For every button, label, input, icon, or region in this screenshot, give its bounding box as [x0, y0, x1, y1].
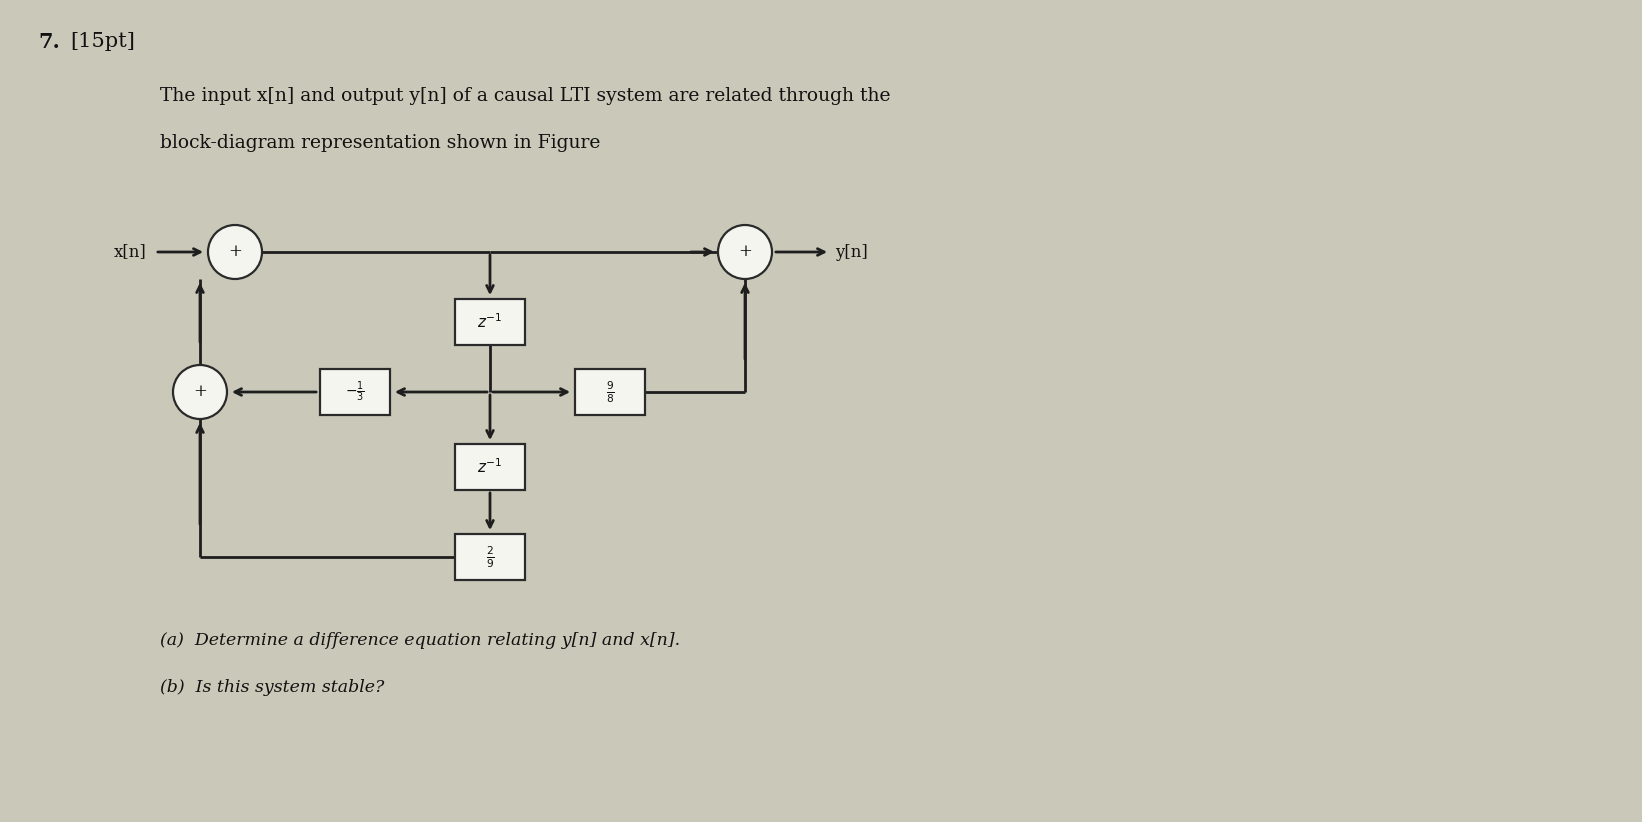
Text: y[n]: y[n] — [836, 243, 867, 261]
Text: +: + — [737, 242, 752, 260]
Text: [15pt]: [15pt] — [71, 32, 135, 51]
FancyBboxPatch shape — [455, 444, 525, 490]
Text: 7.: 7. — [38, 32, 59, 52]
FancyBboxPatch shape — [575, 369, 645, 415]
Text: block-diagram representation shown in Figure: block-diagram representation shown in Fi… — [159, 134, 601, 152]
Text: $\frac{2}{9}$: $\frac{2}{9}$ — [486, 544, 494, 570]
Text: $z^{-1}$: $z^{-1}$ — [478, 458, 502, 477]
Circle shape — [718, 225, 772, 279]
Text: x[n]: x[n] — [115, 243, 148, 261]
Text: +: + — [194, 382, 207, 399]
Text: $\frac{9}{8}$: $\frac{9}{8}$ — [606, 379, 614, 404]
FancyBboxPatch shape — [455, 299, 525, 345]
Text: $-\frac{1}{3}$: $-\frac{1}{3}$ — [345, 380, 365, 404]
Text: +: + — [228, 242, 241, 260]
Circle shape — [172, 365, 227, 419]
Text: $z^{-1}$: $z^{-1}$ — [478, 312, 502, 331]
Text: (b)  Is this system stable?: (b) Is this system stable? — [159, 679, 384, 696]
FancyBboxPatch shape — [455, 534, 525, 580]
Text: The input x[n] and output y[n] of a causal LTI system are related through the: The input x[n] and output y[n] of a caus… — [159, 87, 890, 105]
FancyBboxPatch shape — [320, 369, 391, 415]
Circle shape — [209, 225, 263, 279]
Text: (a)  Determine a difference equation relating y[n] and x[n].: (a) Determine a difference equation rela… — [159, 632, 680, 649]
